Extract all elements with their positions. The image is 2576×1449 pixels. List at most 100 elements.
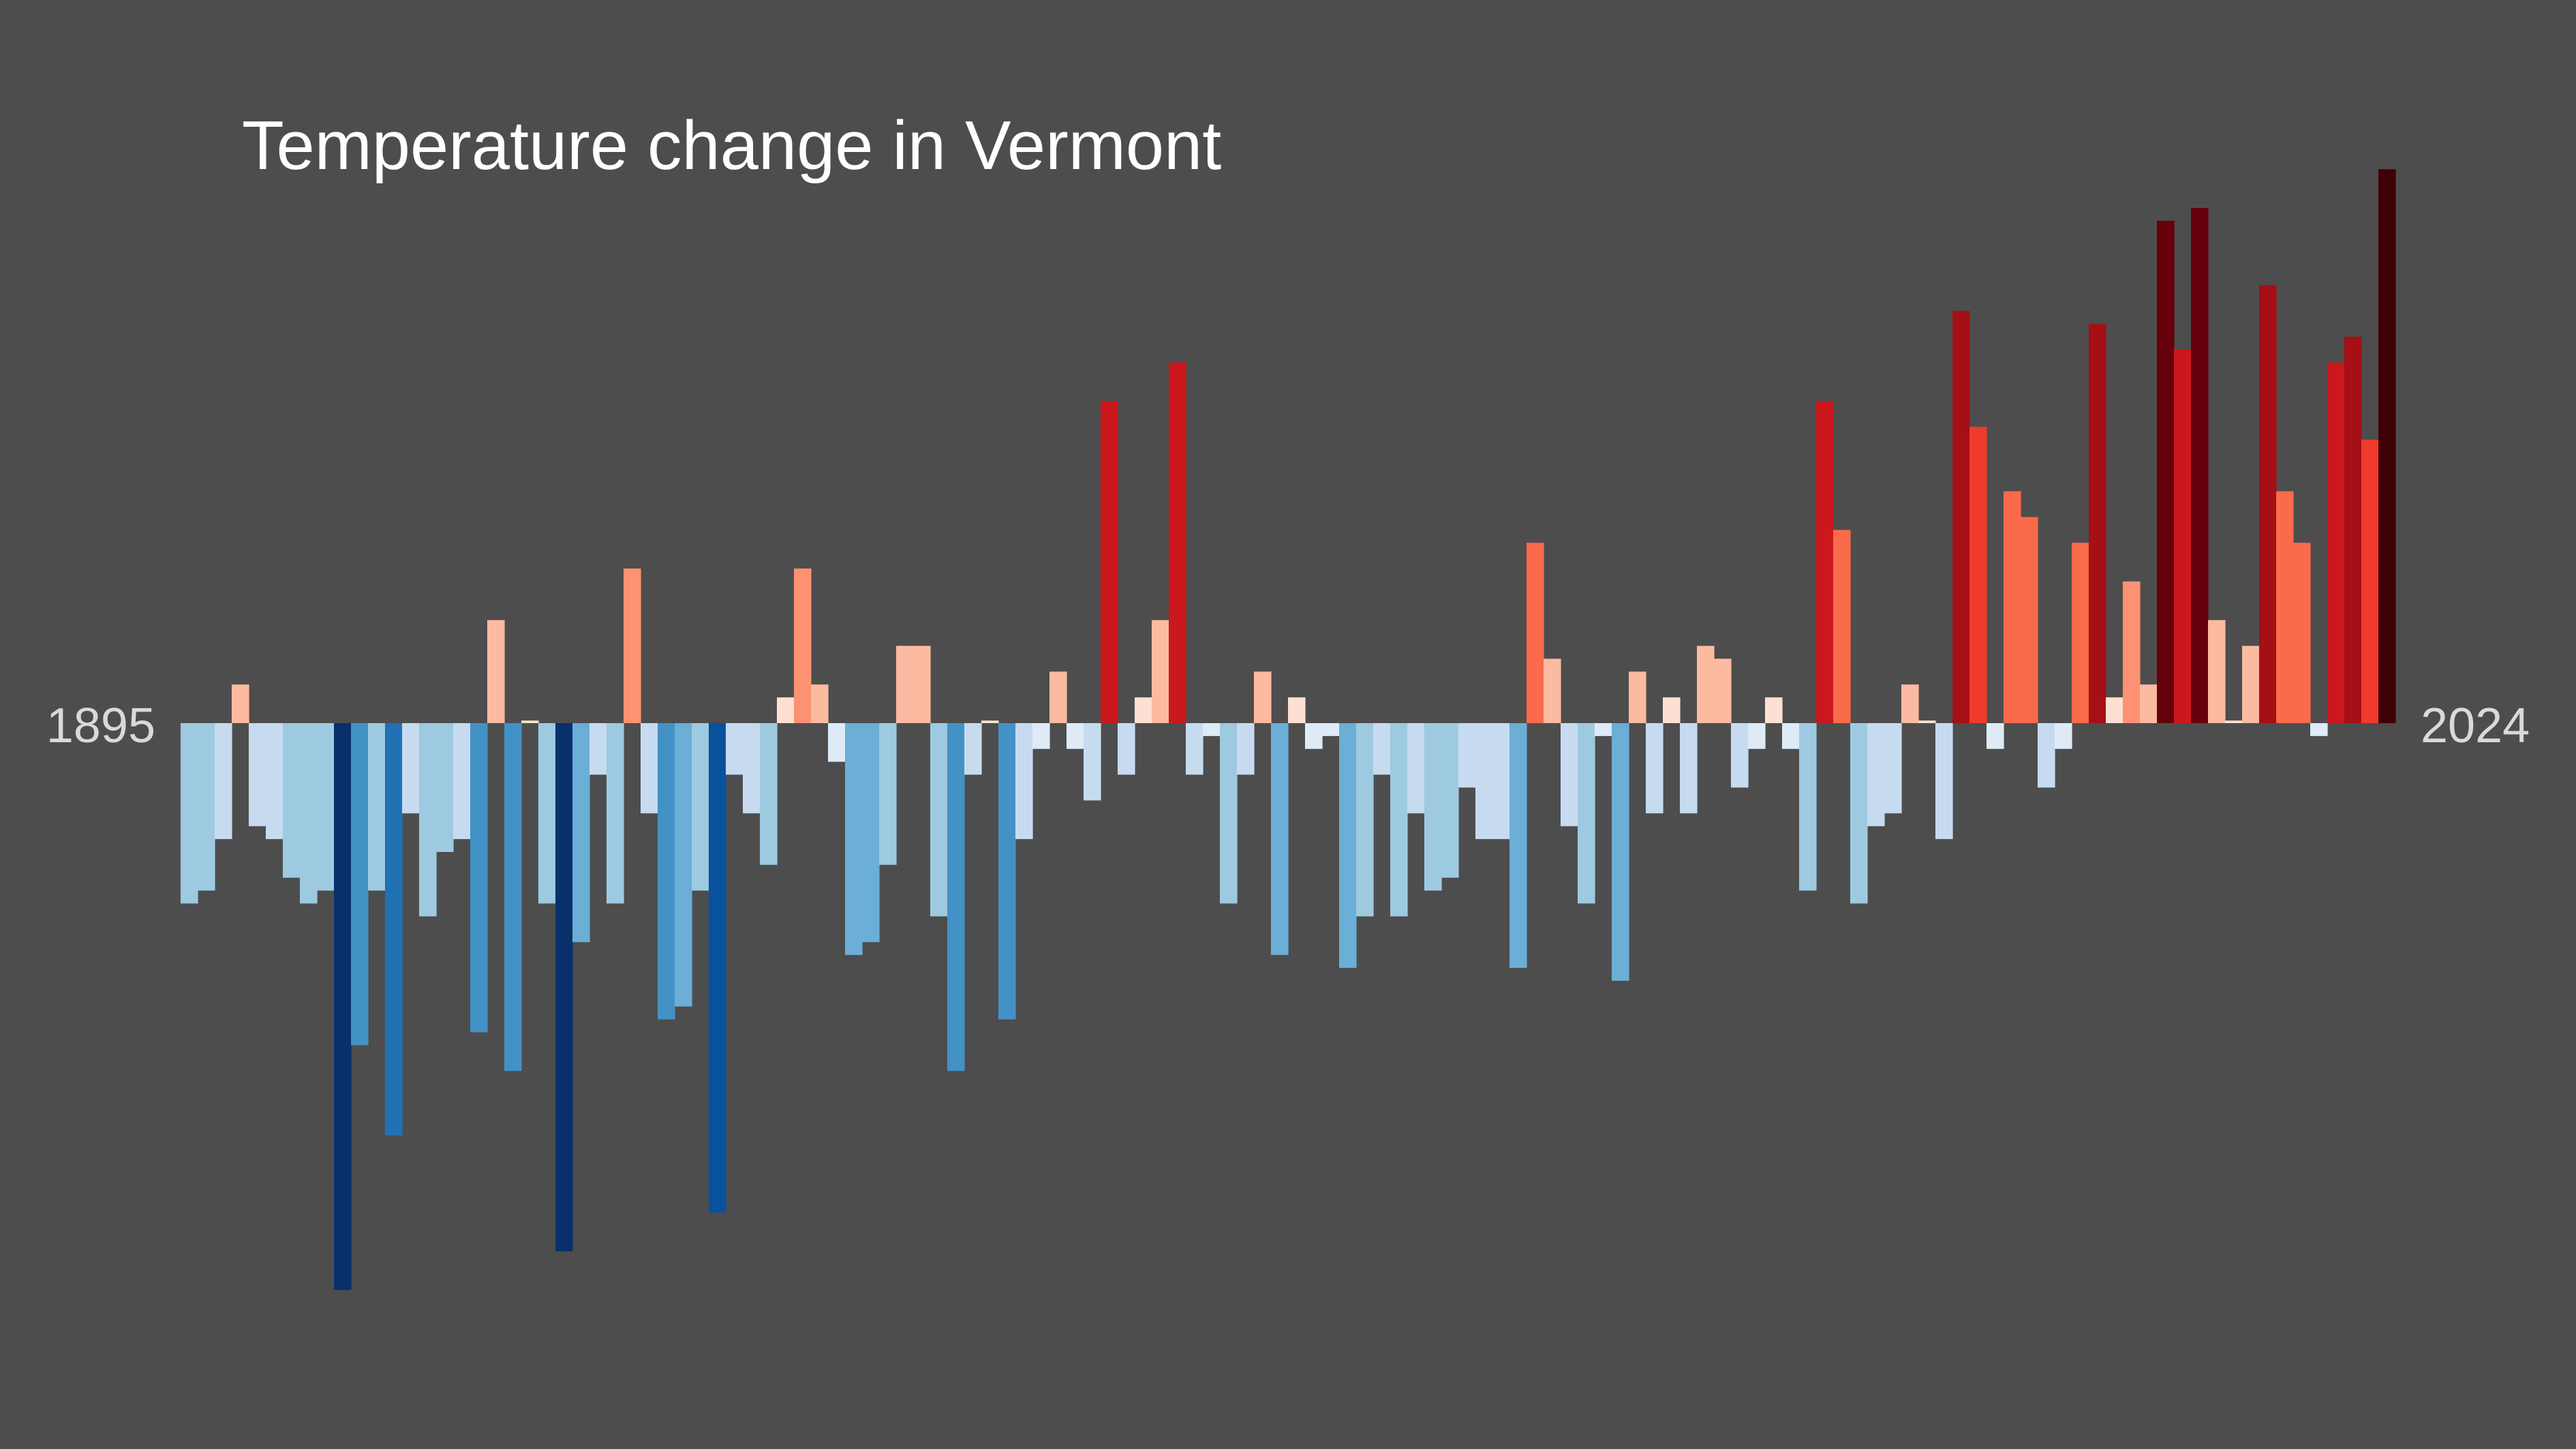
bar-1916: [538, 723, 556, 904]
bar-1944: [1015, 723, 1033, 840]
bar-1980: [1629, 671, 1646, 723]
bar-1917: [555, 723, 573, 1251]
bar-1933: [828, 723, 846, 762]
bar-1908: [402, 723, 420, 814]
bar-1967: [1407, 723, 1425, 814]
bar-1968: [1424, 723, 1442, 891]
bar-1949: [1101, 401, 1118, 723]
bar-2003: [2021, 517, 2038, 723]
bar-1901: [283, 723, 301, 878]
bar-1954: [1186, 723, 1203, 775]
bar-1895: [181, 723, 198, 904]
bar-1966: [1390, 723, 1408, 917]
bar-1926: [709, 723, 726, 1213]
bar-1952: [1152, 620, 1169, 723]
bar-1959: [1271, 723, 1289, 956]
bar-1938: [913, 645, 931, 723]
bar-1948: [1084, 723, 1101, 801]
bar-1990: [1799, 723, 1817, 891]
bar-1909: [419, 723, 437, 917]
bar-1924: [675, 723, 692, 1007]
chart-title: Temperature change in Vermont: [242, 108, 1221, 184]
bar-1921: [624, 568, 641, 723]
bar-1983: [1680, 723, 1698, 814]
bar-1941: [964, 723, 982, 775]
bar-1925: [692, 723, 709, 891]
bar-1902: [300, 723, 318, 904]
bar-1922: [641, 723, 658, 814]
bar-2005: [2055, 723, 2072, 749]
bar-1953: [1169, 362, 1186, 723]
bar-2021: [2327, 362, 2345, 723]
bar-1978: [1595, 723, 1612, 736]
bar-2007: [2089, 324, 2106, 724]
bar-1918: [572, 723, 590, 943]
bar-1934: [845, 723, 863, 956]
bar-1904: [334, 723, 352, 1290]
start-year-label: 1895: [46, 699, 155, 753]
bar-1897: [215, 723, 232, 840]
bar-1910: [436, 723, 454, 852]
bar-1899: [249, 723, 266, 827]
bar-1943: [998, 723, 1016, 1020]
bar-1907: [385, 723, 403, 1135]
bar-1912: [470, 723, 488, 1033]
bar-1989: [1782, 723, 1800, 749]
bar-2018: [2276, 491, 2294, 723]
bar-1992: [1833, 530, 1851, 723]
bar-1998: [1935, 723, 1953, 840]
bar-1903: [317, 723, 335, 891]
bar-1920: [607, 723, 624, 904]
bar-1898: [232, 684, 249, 723]
bar-1956: [1220, 723, 1238, 904]
bar-1973: [1509, 723, 1527, 968]
bar-1939: [930, 723, 948, 917]
bar-1977: [1578, 723, 1595, 904]
bar-2022: [2344, 337, 2362, 723]
bar-1958: [1254, 671, 1272, 723]
bar-1931: [794, 568, 812, 723]
bar-1923: [658, 723, 675, 1020]
bar-1962: [1322, 723, 1340, 736]
bar-1906: [368, 723, 386, 891]
bar-1993: [1850, 723, 1868, 904]
bar-1937: [896, 645, 914, 723]
bar-2006: [2072, 543, 2089, 723]
bar-2014: [2208, 620, 2226, 723]
bar-2020: [2310, 723, 2328, 736]
bar-1950: [1118, 723, 1135, 775]
bar-2015: [2225, 720, 2243, 723]
bar-1975: [1544, 658, 1561, 723]
end-year-label: 2024: [2421, 699, 2530, 753]
bar-1997: [1918, 720, 1936, 723]
bar-2013: [2191, 208, 2209, 723]
bar-1936: [879, 723, 897, 865]
bar-1982: [1663, 697, 1681, 723]
bar-1988: [1765, 697, 1783, 723]
bar-1896: [198, 723, 215, 891]
bar-1999: [1952, 311, 1970, 723]
bar-1900: [266, 723, 283, 840]
bar-1957: [1237, 723, 1255, 775]
bar-1929: [760, 723, 778, 865]
bar-1972: [1492, 723, 1510, 840]
bar-1932: [811, 684, 829, 723]
bar-1940: [947, 723, 965, 1071]
bar-2010: [2140, 684, 2158, 723]
bar-2000: [1969, 427, 1987, 723]
bar-1965: [1373, 723, 1391, 775]
bar-1930: [777, 697, 795, 723]
bar-2016: [2242, 645, 2260, 723]
bar-1970: [1458, 723, 1476, 788]
bar-2023: [2361, 440, 2379, 723]
bar-1951: [1135, 697, 1152, 723]
bar-1996: [1901, 684, 1919, 723]
bar-1914: [504, 723, 522, 1071]
bar-2017: [2259, 285, 2277, 723]
bar-1971: [1475, 723, 1493, 840]
bar-1981: [1646, 723, 1663, 814]
bar-1935: [862, 723, 880, 943]
bar-1911: [453, 723, 471, 840]
